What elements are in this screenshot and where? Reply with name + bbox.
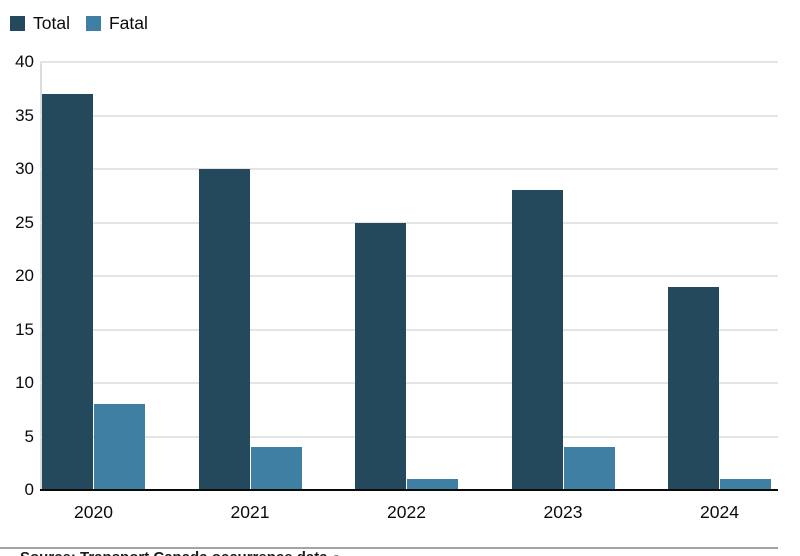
x-tick-label-2022: 2022 <box>387 502 426 522</box>
bar-group-2024 <box>668 62 771 490</box>
gridline-40 <box>40 61 778 63</box>
gridline-10 <box>40 382 778 384</box>
y-tick-label-35: 35 <box>15 105 34 125</box>
source-text: Source: Transport Canada occurrence data <box>20 549 328 556</box>
y-tick-label-10: 10 <box>15 373 34 392</box>
bar-total-2024 <box>668 286 719 490</box>
x-axis-baseline <box>40 488 778 491</box>
bar-total-2021 <box>198 169 250 490</box>
bar-total-2020 <box>42 94 93 490</box>
bar-total-2023 <box>511 190 563 490</box>
footer-divider <box>0 547 778 549</box>
bar-fatal-2021 <box>250 447 302 490</box>
y-tick-label-40: 40 <box>15 52 34 71</box>
bar-fatal-2024 <box>720 479 771 490</box>
legend-item-fatal: Fatal <box>85 13 148 34</box>
y-tick-label-0: 0 <box>24 480 34 499</box>
gridline-15 <box>40 328 778 331</box>
bar-fatal-2023 <box>563 447 615 490</box>
gridline-5 <box>40 435 778 438</box>
x-tick-label-2023: 2023 <box>543 502 583 522</box>
gridline-20 <box>40 275 778 277</box>
plot-area <box>40 61 778 491</box>
footer-source: Source: Transport Canada occurrence data… <box>20 549 339 556</box>
bar-group-2022 <box>355 62 458 490</box>
bar-total-2022 <box>355 222 406 490</box>
x-tick-label-2024: 2024 <box>700 502 739 522</box>
gridline-35 <box>40 114 778 117</box>
legend-item-total: Total <box>10 13 70 34</box>
y-tick-label-15: 15 <box>15 319 34 339</box>
gridline-30 <box>40 168 778 170</box>
y-tick-label-5: 5 <box>24 426 34 446</box>
legend: Total Fatal <box>10 13 164 34</box>
legend-label-total: Total <box>33 13 70 33</box>
y-tick-label-20: 20 <box>15 266 34 285</box>
bar-fatal-2022 <box>407 479 458 490</box>
legend-swatch-total-icon <box>10 16 25 31</box>
legend-swatch-fatal-icon <box>85 16 101 31</box>
bar-group-2020 <box>42 62 145 490</box>
legend-label-fatal: Fatal <box>108 13 148 33</box>
gridline-25 <box>40 221 778 224</box>
y-tick-label-30: 30 <box>15 159 34 178</box>
bar-group-2021 <box>198 62 302 490</box>
bar-fatal-2020 <box>94 404 145 490</box>
x-tick-label-2021: 2021 <box>230 502 270 522</box>
y-tick-label-25: 25 <box>15 212 34 232</box>
footer-link-icon: ▪ <box>334 549 339 556</box>
bar-group-2023 <box>511 62 615 490</box>
x-tick-label-2020: 2020 <box>74 502 113 522</box>
